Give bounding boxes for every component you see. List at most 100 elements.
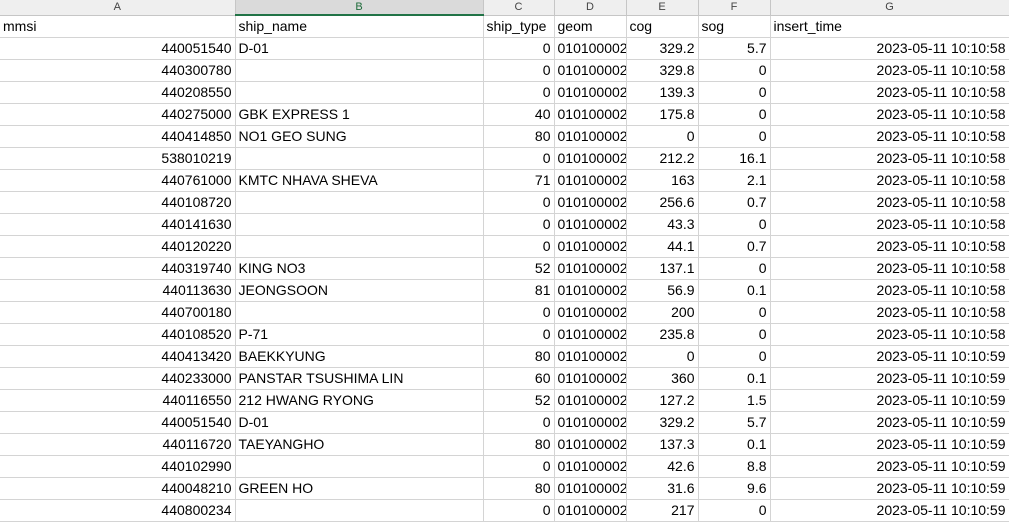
- column-header-f[interactable]: F: [698, 0, 771, 16]
- cell-ship-name[interactable]: [235, 499, 484, 522]
- header-cell-cog[interactable]: cog: [626, 15, 699, 38]
- cell-sog[interactable]: 0: [698, 125, 771, 148]
- cell-sog[interactable]: 2.1: [698, 169, 771, 192]
- cell-insert-time[interactable]: 2023-05-11 10:10:58: [770, 323, 1009, 346]
- cell-sog[interactable]: 0: [698, 81, 771, 104]
- cell-geom[interactable]: 010100002: [554, 411, 627, 434]
- cell-ship-type[interactable]: 0: [483, 191, 555, 214]
- cell-geom[interactable]: 010100002: [554, 125, 627, 148]
- cell-cog[interactable]: 43.3: [626, 213, 699, 236]
- cell-cog[interactable]: 256.6: [626, 191, 699, 214]
- cell-mmsi[interactable]: 440048210: [0, 477, 236, 500]
- cell-cog[interactable]: 360: [626, 367, 699, 390]
- cell-geom[interactable]: 010100002: [554, 301, 627, 324]
- cell-geom[interactable]: 010100002: [554, 257, 627, 280]
- cell-geom[interactable]: 010100002: [554, 37, 627, 60]
- cell-ship-name[interactable]: [235, 59, 484, 82]
- cell-mmsi[interactable]: 440116720: [0, 433, 236, 456]
- cell-mmsi[interactable]: 440141630: [0, 213, 236, 236]
- cell-ship-name[interactable]: [235, 301, 484, 324]
- cell-geom[interactable]: 010100002: [554, 235, 627, 258]
- cell-insert-time[interactable]: 2023-05-11 10:10:58: [770, 301, 1009, 324]
- cell-insert-time[interactable]: 2023-05-11 10:10:59: [770, 433, 1009, 456]
- cell-mmsi[interactable]: 440800234: [0, 499, 236, 522]
- cell-cog[interactable]: 212.2: [626, 147, 699, 170]
- cell-sog[interactable]: 5.7: [698, 411, 771, 434]
- cell-insert-time[interactable]: 2023-05-11 10:10:58: [770, 59, 1009, 82]
- cell-geom[interactable]: 010100002: [554, 169, 627, 192]
- cell-mmsi[interactable]: 440208550: [0, 81, 236, 104]
- cell-sog[interactable]: 1.5: [698, 389, 771, 412]
- header-cell-sog[interactable]: sog: [698, 15, 771, 38]
- cell-mmsi[interactable]: 440113630: [0, 279, 236, 302]
- cell-sog[interactable]: 5.7: [698, 37, 771, 60]
- cell-cog[interactable]: 56.9: [626, 279, 699, 302]
- cell-insert-time[interactable]: 2023-05-11 10:10:59: [770, 345, 1009, 368]
- cell-ship-type[interactable]: 52: [483, 389, 555, 412]
- cell-ship-name[interactable]: JEONGSOON: [235, 279, 484, 302]
- cell-ship-name[interactable]: BAEKKYUNG: [235, 345, 484, 368]
- cell-ship-name[interactable]: [235, 235, 484, 258]
- column-header-d[interactable]: D: [554, 0, 627, 16]
- cell-sog[interactable]: 0.1: [698, 279, 771, 302]
- cell-insert-time[interactable]: 2023-05-11 10:10:58: [770, 191, 1009, 214]
- column-header-b[interactable]: B: [235, 0, 484, 16]
- cell-sog[interactable]: 0: [698, 499, 771, 522]
- cell-cog[interactable]: 175.8: [626, 103, 699, 126]
- cell-ship-type[interactable]: 80: [483, 345, 555, 368]
- cell-ship-type[interactable]: 0: [483, 411, 555, 434]
- cell-insert-time[interactable]: 2023-05-11 10:10:58: [770, 37, 1009, 60]
- column-header-g[interactable]: G: [770, 0, 1009, 16]
- cell-ship-type[interactable]: 0: [483, 323, 555, 346]
- cell-ship-type[interactable]: 0: [483, 213, 555, 236]
- header-cell-ship-name[interactable]: ship_name: [235, 15, 484, 38]
- cell-insert-time[interactable]: 2023-05-11 10:10:58: [770, 103, 1009, 126]
- cell-ship-name[interactable]: KMTC NHAVA SHEVA: [235, 169, 484, 192]
- cell-ship-name[interactable]: 212 HWANG RYONG: [235, 389, 484, 412]
- cell-mmsi[interactable]: 440761000: [0, 169, 236, 192]
- cell-sog[interactable]: 8.8: [698, 455, 771, 478]
- cell-insert-time[interactable]: 2023-05-11 10:10:58: [770, 213, 1009, 236]
- cell-mmsi[interactable]: 440700180: [0, 301, 236, 324]
- cell-mmsi[interactable]: 440233000: [0, 367, 236, 390]
- cell-geom[interactable]: 010100002: [554, 433, 627, 456]
- cell-cog[interactable]: 235.8: [626, 323, 699, 346]
- cell-geom[interactable]: 010100002: [554, 279, 627, 302]
- cell-ship-name[interactable]: P-71: [235, 323, 484, 346]
- cell-cog[interactable]: 329.2: [626, 37, 699, 60]
- cell-ship-type[interactable]: 0: [483, 37, 555, 60]
- cell-insert-time[interactable]: 2023-05-11 10:10:59: [770, 477, 1009, 500]
- cell-insert-time[interactable]: 2023-05-11 10:10:59: [770, 367, 1009, 390]
- cell-ship-name[interactable]: GBK EXPRESS 1: [235, 103, 484, 126]
- cell-sog[interactable]: 0: [698, 257, 771, 280]
- cell-ship-name[interactable]: D-01: [235, 411, 484, 434]
- cell-mmsi[interactable]: 440116550: [0, 389, 236, 412]
- cell-mmsi[interactable]: 440051540: [0, 411, 236, 434]
- cell-geom[interactable]: 010100002: [554, 213, 627, 236]
- cell-sog[interactable]: 9.6: [698, 477, 771, 500]
- cell-insert-time[interactable]: 2023-05-11 10:10:58: [770, 81, 1009, 104]
- header-cell-ship-type[interactable]: ship_type: [483, 15, 555, 38]
- cell-ship-name[interactable]: [235, 147, 484, 170]
- cell-cog[interactable]: 42.6: [626, 455, 699, 478]
- cell-ship-type[interactable]: 0: [483, 499, 555, 522]
- cell-geom[interactable]: 010100002: [554, 147, 627, 170]
- cell-ship-name[interactable]: [235, 213, 484, 236]
- cell-sog[interactable]: 0: [698, 345, 771, 368]
- cell-ship-name[interactable]: [235, 81, 484, 104]
- cell-cog[interactable]: 137.1: [626, 257, 699, 280]
- cell-insert-time[interactable]: 2023-05-11 10:10:58: [770, 125, 1009, 148]
- cell-insert-time[interactable]: 2023-05-11 10:10:59: [770, 499, 1009, 522]
- cell-ship-type[interactable]: 71: [483, 169, 555, 192]
- cell-ship-type[interactable]: 0: [483, 81, 555, 104]
- cell-geom[interactable]: 010100002: [554, 477, 627, 500]
- cell-mmsi[interactable]: 440319740: [0, 257, 236, 280]
- cell-cog[interactable]: 139.3: [626, 81, 699, 104]
- cell-cog[interactable]: 329.2: [626, 411, 699, 434]
- cell-ship-type[interactable]: 60: [483, 367, 555, 390]
- cell-ship-name[interactable]: PANSTAR TSUSHIMA LIN: [235, 367, 484, 390]
- cell-sog[interactable]: 0: [698, 103, 771, 126]
- cell-cog[interactable]: 44.1: [626, 235, 699, 258]
- cell-cog[interactable]: 217: [626, 499, 699, 522]
- cell-ship-name[interactable]: TAEYANGHO: [235, 433, 484, 456]
